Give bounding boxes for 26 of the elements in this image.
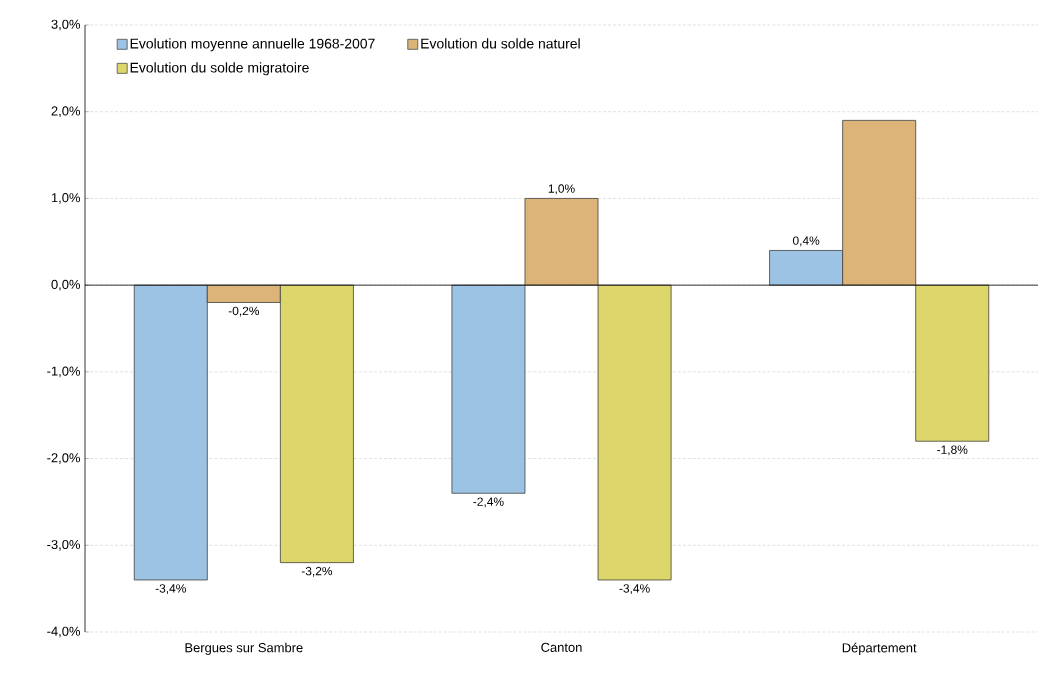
x-tick-label: Canton <box>541 642 582 652</box>
bar <box>451 284 526 494</box>
data-label: -3,4% <box>155 584 186 595</box>
x-tick-label: Département <box>842 642 917 655</box>
bar <box>597 284 672 581</box>
data-label: -3,2% <box>301 566 333 577</box>
y-tick-label: 1,0% <box>51 193 81 204</box>
y-tick-label: 0,0% <box>51 279 81 291</box>
data-label: -0,2% <box>228 306 260 317</box>
y-tick-label: -4,0% <box>47 626 81 638</box>
legend-label: Evolution du solde naturel <box>421 38 580 49</box>
data-label: -1,8% <box>937 445 968 456</box>
bar <box>524 198 599 286</box>
legend-label: Evolution moyenne annuelle 1968-2007 <box>130 38 375 52</box>
x-tick-label: Bergues sur Sambre <box>185 642 303 655</box>
y-tick-label: -2,0% <box>47 453 81 464</box>
y-tick-label: -1,0% <box>47 366 81 378</box>
data-label: -3,4% <box>619 584 650 595</box>
data-label: 0,4% <box>792 236 820 247</box>
legend-label: Evolution du solde migratoire <box>130 62 309 76</box>
data-label: 1,0% <box>548 184 575 195</box>
y-tick-label: 2,0% <box>51 106 81 118</box>
y-tick-label: 3,0% <box>51 19 81 31</box>
data-label: -2,4% <box>473 497 504 508</box>
y-tick-label: -3,0% <box>47 539 81 551</box>
bar <box>915 284 990 442</box>
